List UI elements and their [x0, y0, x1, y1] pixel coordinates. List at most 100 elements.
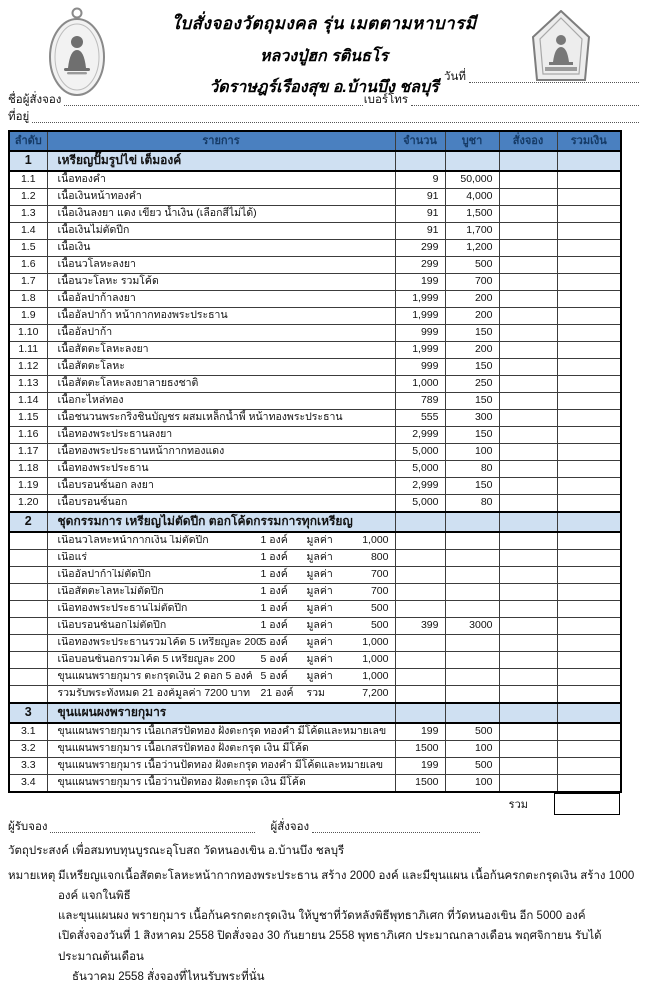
item-cell: เนื้อนวะโลหะ รวมโค้ด [46, 273, 396, 291]
row-number-cell: 1.20 [8, 494, 48, 513]
table-row: 1.14 เนื้อกะไหล่ทอง 789 150 [8, 392, 622, 410]
quantity-cell: 1,999 [394, 290, 446, 308]
item-cell: รวมรับพระทั้งหมด 21 องค์มูลค่า 7200 บาท 2… [46, 685, 396, 704]
item-detail: รวมรับพระทั้งหมด 21 องค์มูลค่า 7200 บาท 2… [58, 688, 391, 700]
item-detail: เนื้อบอนซ์นอกรวมโค้ด 5 เหรียญละ 200 5 องค… [58, 654, 391, 666]
item-text: เนื้อทองพระประธานรวมโค้ด 5 เหรียญละ 200 [57, 637, 261, 649]
row-number-cell [8, 651, 48, 669]
item-cell: เนื้ออัลปาก้า หน้ากากทองพระประธาน [46, 307, 396, 325]
order-blank-cell [498, 549, 558, 567]
table-row: เนื้อทองพระประธานไม่ตัดปีก 1 องค์ มูลค่า 50… [8, 600, 622, 618]
price-cell: 100 [444, 443, 500, 461]
form-title: ใบสั่งจองวัตถุมงคล รุ่น เมตตามหาบารมี [171, 14, 477, 33]
item-value-label: มูลค่า [306, 551, 333, 564]
row-number-cell: 3.4 [8, 774, 48, 793]
table-row: เนื้อสัตตะโลหะไม่ตัดปีก 1 องค์ มูลค่า 700 [8, 583, 622, 601]
quantity-cell [394, 583, 446, 601]
row-number-cell: 1.4 [8, 222, 48, 240]
price-cell: 80 [444, 460, 500, 478]
quantity-cell: 199 [394, 722, 446, 741]
total-blank-cell [556, 222, 622, 240]
total-blank-cell [556, 205, 622, 223]
order-blank-cell [498, 358, 558, 376]
item-cell: เนื้ออัลปาก้าลงยา [46, 290, 396, 308]
order-blank-cell [498, 583, 558, 601]
row-number-cell: 1.8 [8, 290, 48, 308]
order-blank-cell [498, 307, 558, 325]
note-line: เปิดสั่งจองวันที่ 1 สิงหาคม 2558 ปิดสั่ง… [58, 930, 602, 963]
price-cell: 50,000 [444, 170, 500, 189]
price-cell: 1,700 [444, 222, 500, 240]
price-cell: 1,200 [444, 239, 500, 257]
orderer-name-label: ชื่อผู้สั่งจอง [8, 94, 62, 106]
table-row: 1.10 เนื้ออัลปาก้า 999 150 [8, 324, 622, 342]
total-blank-cell [556, 600, 622, 618]
order-blank-cell [498, 341, 558, 359]
section-empty-cell [444, 511, 500, 533]
item-detail: เนื้อบรอนซ์นอกไม่ตัดปีก 1 องค์ มูลค่า 500 [58, 620, 391, 632]
row-number-cell: 1.9 [8, 307, 48, 325]
row-number-cell: 1.14 [8, 392, 48, 410]
order-blank-cell [498, 256, 558, 274]
address-blank [32, 110, 639, 123]
total-blank-cell [556, 239, 622, 257]
order-table-body: 1 เหรียญปั๊มรูปไข่ เต็มองค์ 1.1 เนื้อทองคำ 9… [8, 150, 622, 793]
column-header-0: ลำดับ [8, 130, 48, 152]
price-cell [444, 668, 500, 686]
item-value: 800 [370, 551, 389, 564]
total-blank-cell [556, 566, 622, 584]
total-blank-cell [556, 256, 622, 274]
section-row: 1 เหรียญปั๊มรูปไข่ เต็มองค์ [8, 150, 622, 172]
column-header-2: จำนวน [394, 130, 446, 152]
item-cell: เนื้อบรอนซ์นอก [46, 494, 396, 513]
quantity-cell [394, 549, 446, 567]
quantity-cell [394, 685, 446, 704]
order-blank-cell [498, 290, 558, 308]
quantity-cell: 299 [394, 239, 446, 257]
date-label: วันที่ [444, 71, 466, 83]
item-value: 7,200 [362, 687, 389, 700]
item-cell: เนื้อเงิน [46, 239, 396, 257]
table-row: 1.2 เนื้อเงินหน้าทองคำ 91 4,000 [8, 188, 622, 206]
section-title: ขุนแผนผงพรายกุมาร [46, 702, 396, 724]
table-row: เนื้อแร่ 1 องค์ มูลค่า 800 [8, 549, 622, 567]
receiver-blank [50, 820, 256, 833]
purpose-text: วัตถุประสงค์ เพื่อสมทบทุนบูรณะอุโบสถ วัด… [8, 845, 345, 857]
item-detail: เนื้อทองพระประธานไม่ตัดปีก 1 องค์ มูลค่า 50… [58, 603, 391, 615]
order-blank-cell [498, 494, 558, 513]
item-cell: เนื้อบอนซ์นอกรวมโค้ด 5 เหรียญละ 200 5 องค… [46, 651, 396, 669]
row-number-cell [8, 531, 48, 550]
price-cell: 700 [444, 273, 500, 291]
section-empty-cell [556, 511, 622, 533]
item-value-label: มูลค่า [306, 602, 333, 615]
item-unit: 1 องค์ [260, 602, 288, 615]
price-cell [444, 566, 500, 584]
column-header-1: รายการ [46, 130, 396, 152]
item-value: 500 [370, 619, 389, 632]
item-value: 1,000 [362, 653, 389, 666]
item-cell: เนื้อทองพระประธานหน้ากากทองแดง [46, 443, 396, 461]
price-cell: 80 [444, 494, 500, 513]
price-cell: 200 [444, 290, 500, 308]
section-empty-cell [444, 702, 500, 724]
row-number-cell [8, 566, 48, 584]
table-row: 1.13 เนื้อสัตตะโลหะลงยาลายธงชาติ 1,000 250 [8, 375, 622, 393]
order-blank-cell [498, 443, 558, 461]
item-cell: ขุนแผนพรายกุมาร เนื้อว่านปัดทอง ฝังตะกรุ… [46, 774, 396, 793]
total-blank-cell [556, 757, 622, 775]
item-cell: ขุนแผนพรายกุมาร เนื้อว่านปัดทอง ฝังตะกรุ… [46, 757, 396, 775]
quantity-cell: 5,000 [394, 443, 446, 461]
price-cell [444, 549, 500, 567]
price-cell: 4,000 [444, 188, 500, 206]
total-blank-cell [556, 549, 622, 567]
item-value: 1,000 [362, 670, 389, 683]
table-row: 1.17 เนื้อทองพระประธานหน้ากากทองแดง 5,000 1… [8, 443, 622, 461]
item-cell: เนื้อทองพระประธาน [46, 460, 396, 478]
item-cell: เนื้อเงินลงยา แดง เขียว น้ำเงิน (เลือกสี… [46, 205, 396, 223]
orderer-name-blank [64, 93, 363, 106]
row-number-cell: 1.12 [8, 358, 48, 376]
row-number-cell: 1.5 [8, 239, 48, 257]
row-number-cell [8, 583, 48, 601]
row-number-cell: 1.17 [8, 443, 48, 461]
order-blank-cell [498, 239, 558, 257]
